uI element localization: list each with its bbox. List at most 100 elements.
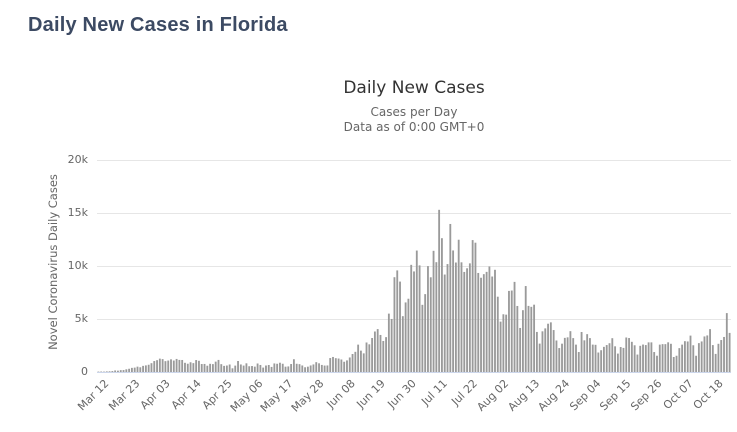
bar xyxy=(320,364,323,372)
bar xyxy=(167,360,170,372)
bar xyxy=(368,344,371,372)
y-tick-5k: 5k xyxy=(74,312,88,325)
bar xyxy=(108,371,111,372)
bar xyxy=(200,364,203,372)
bar xyxy=(150,363,153,372)
bar xyxy=(385,337,387,372)
bar xyxy=(175,358,178,372)
bar xyxy=(373,331,376,372)
bar xyxy=(522,310,524,372)
bar xyxy=(508,290,510,372)
bar xyxy=(259,364,262,372)
bar xyxy=(318,363,320,372)
bar xyxy=(142,365,144,372)
y-tick-10k: 10k xyxy=(67,259,88,272)
bar xyxy=(195,360,198,372)
bar xyxy=(401,316,404,372)
y-tick-0: 0 xyxy=(81,365,88,378)
bar xyxy=(678,348,681,372)
bar xyxy=(683,341,686,372)
bar xyxy=(535,331,538,372)
bar xyxy=(644,345,647,372)
bar xyxy=(603,346,605,372)
bar xyxy=(709,329,711,372)
bar xyxy=(128,368,131,372)
bar xyxy=(675,355,678,372)
bar xyxy=(438,209,441,372)
bar xyxy=(661,344,664,372)
chart-subtitle-cases-per-day: Cases per Day xyxy=(370,105,458,119)
bar xyxy=(577,352,580,372)
bar xyxy=(276,363,279,372)
bar xyxy=(589,338,591,372)
bar xyxy=(214,361,217,372)
bar xyxy=(136,366,139,372)
bar xyxy=(404,302,407,372)
bar xyxy=(594,344,597,372)
bar xyxy=(203,363,206,372)
bar xyxy=(309,365,312,372)
bar xyxy=(706,335,709,372)
bar xyxy=(686,341,689,372)
y-tick-15k: 15k xyxy=(67,206,88,219)
bar xyxy=(452,250,455,372)
x-tick-Aug-13: Aug 13 xyxy=(504,377,542,414)
bar xyxy=(382,340,385,372)
bar xyxy=(703,336,706,372)
bar xyxy=(530,306,533,372)
bar xyxy=(672,357,675,372)
bar xyxy=(505,314,508,372)
bar xyxy=(527,305,530,372)
bar xyxy=(248,366,251,372)
x-tick-Oct-07: Oct 07 xyxy=(660,377,696,413)
bar xyxy=(371,338,374,372)
bar xyxy=(720,340,723,372)
bar xyxy=(290,364,293,372)
bar xyxy=(114,370,117,372)
bar xyxy=(186,363,189,372)
bar xyxy=(575,344,577,372)
bar xyxy=(513,281,516,372)
bar xyxy=(315,362,318,372)
bar xyxy=(267,365,270,372)
bar xyxy=(625,337,628,372)
bar xyxy=(287,366,290,372)
bar xyxy=(170,359,172,372)
bar xyxy=(569,331,572,372)
bar xyxy=(519,327,522,372)
bar xyxy=(334,358,337,372)
x-tick-Apr-03: Apr 03 xyxy=(137,377,174,413)
bar xyxy=(189,362,192,372)
bar xyxy=(488,266,491,372)
gridline-15k xyxy=(97,213,731,214)
x-tick-Jun-08: Jun 08 xyxy=(323,377,358,411)
bar xyxy=(689,335,692,372)
bar xyxy=(491,276,494,372)
bar xyxy=(449,223,452,372)
x-tick-Apr-14: Apr 14 xyxy=(168,377,204,413)
daily-cases-bar-series xyxy=(97,209,731,372)
bar xyxy=(697,343,700,372)
bar xyxy=(284,366,287,372)
x-tick-Jun-19: Jun 19 xyxy=(354,377,389,411)
bar xyxy=(647,342,650,372)
gridline-20k xyxy=(97,160,731,161)
bar xyxy=(667,342,670,372)
bar xyxy=(304,367,306,372)
bar xyxy=(292,359,295,372)
bar xyxy=(711,345,714,372)
bar xyxy=(611,338,614,372)
bar xyxy=(600,350,603,372)
x-tick-Sep-15: Sep 15 xyxy=(597,377,634,414)
bar xyxy=(608,343,611,372)
bar xyxy=(639,345,642,372)
bar xyxy=(633,345,636,372)
bar xyxy=(251,366,253,372)
bar xyxy=(524,286,527,372)
bar xyxy=(692,345,695,372)
x-tick-May-28: May 28 xyxy=(289,377,327,415)
bar xyxy=(441,238,443,372)
bar xyxy=(390,318,393,372)
bar xyxy=(563,337,566,372)
bar xyxy=(351,354,354,372)
